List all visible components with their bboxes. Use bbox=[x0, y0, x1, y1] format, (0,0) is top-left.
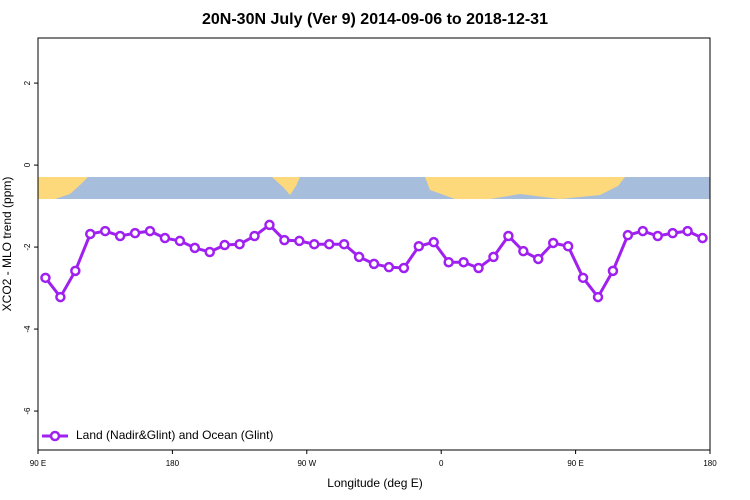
data-point bbox=[234, 238, 245, 250]
data-point bbox=[338, 238, 350, 250]
data-point bbox=[249, 230, 260, 242]
y-tick-label: -2 bbox=[23, 243, 32, 251]
data-point bbox=[294, 235, 305, 247]
legend-marker bbox=[49, 430, 61, 442]
data-point bbox=[473, 262, 484, 274]
x-tick-label: 90 E bbox=[30, 459, 46, 468]
x-tick-label: 180 bbox=[166, 459, 180, 468]
data-point bbox=[682, 225, 693, 237]
y-tick-label: 2 bbox=[23, 80, 32, 85]
data-point bbox=[204, 246, 215, 258]
y-tick-label: 0 bbox=[23, 162, 32, 167]
land bbox=[425, 177, 625, 199]
data-point bbox=[518, 245, 529, 257]
data-point bbox=[592, 291, 604, 303]
data-point bbox=[697, 232, 708, 244]
data-point bbox=[189, 242, 201, 254]
data-point bbox=[55, 291, 66, 303]
x-tick-label: 90 W bbox=[297, 459, 316, 468]
data-point bbox=[398, 262, 410, 274]
data-point bbox=[547, 237, 559, 249]
x-axis-label: Longitude (deg E) bbox=[327, 476, 422, 490]
data-point bbox=[114, 230, 126, 242]
data-point bbox=[607, 265, 619, 277]
data-point bbox=[309, 238, 320, 250]
data-point bbox=[70, 265, 81, 277]
x-tick-label: 0 bbox=[439, 459, 444, 468]
data-point bbox=[637, 225, 649, 237]
data-point bbox=[488, 251, 499, 263]
data-point bbox=[40, 272, 51, 284]
data-point bbox=[533, 253, 544, 265]
y-tick-label: -4 bbox=[23, 325, 32, 333]
data-point bbox=[368, 258, 380, 270]
data-point bbox=[85, 228, 96, 240]
y-tick-label: -6 bbox=[23, 407, 32, 415]
data-point bbox=[562, 241, 574, 252]
data-point bbox=[99, 225, 111, 237]
x-tick-label: 180 bbox=[703, 459, 717, 468]
y-axis-label: XCO2 - MLO trend (ppm) bbox=[0, 177, 14, 312]
map-strip bbox=[38, 177, 710, 199]
data-point bbox=[279, 234, 290, 246]
data-point bbox=[428, 236, 439, 248]
data-point bbox=[443, 256, 454, 268]
data-point bbox=[353, 251, 365, 263]
data-point bbox=[219, 239, 230, 251]
data-point bbox=[129, 227, 141, 239]
data-point bbox=[577, 272, 589, 284]
land bbox=[38, 177, 88, 199]
data-point bbox=[323, 238, 335, 250]
plot-frame bbox=[37, 37, 711, 451]
data-point bbox=[174, 235, 186, 247]
data-point bbox=[667, 227, 678, 239]
data-point bbox=[144, 225, 156, 237]
data-point bbox=[652, 230, 663, 242]
data-point bbox=[159, 232, 171, 244]
data-point bbox=[413, 241, 425, 252]
legend-label: Land (Nadir&Glint) and Ocean (Glint) bbox=[76, 428, 273, 442]
data-point bbox=[622, 229, 634, 241]
data-point bbox=[264, 219, 275, 231]
x-tick-label: 90 E bbox=[567, 459, 583, 468]
land bbox=[272, 177, 300, 195]
data-point bbox=[503, 230, 514, 242]
chart-title: 20N-30N July (Ver 9) 2014-09-06 to 2018-… bbox=[202, 11, 548, 28]
data-point bbox=[458, 256, 469, 268]
data-point bbox=[383, 261, 395, 273]
